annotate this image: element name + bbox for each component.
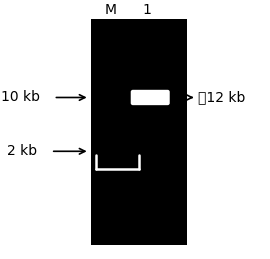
Bar bbox=[91, 19, 187, 245]
Text: 1: 1 bbox=[143, 3, 151, 17]
FancyBboxPatch shape bbox=[131, 90, 170, 105]
Text: 纠12 kb: 纠12 kb bbox=[198, 90, 245, 104]
Text: 2 kb: 2 kb bbox=[7, 144, 37, 158]
Text: 10 kb: 10 kb bbox=[1, 90, 40, 104]
Text: M: M bbox=[105, 3, 117, 17]
